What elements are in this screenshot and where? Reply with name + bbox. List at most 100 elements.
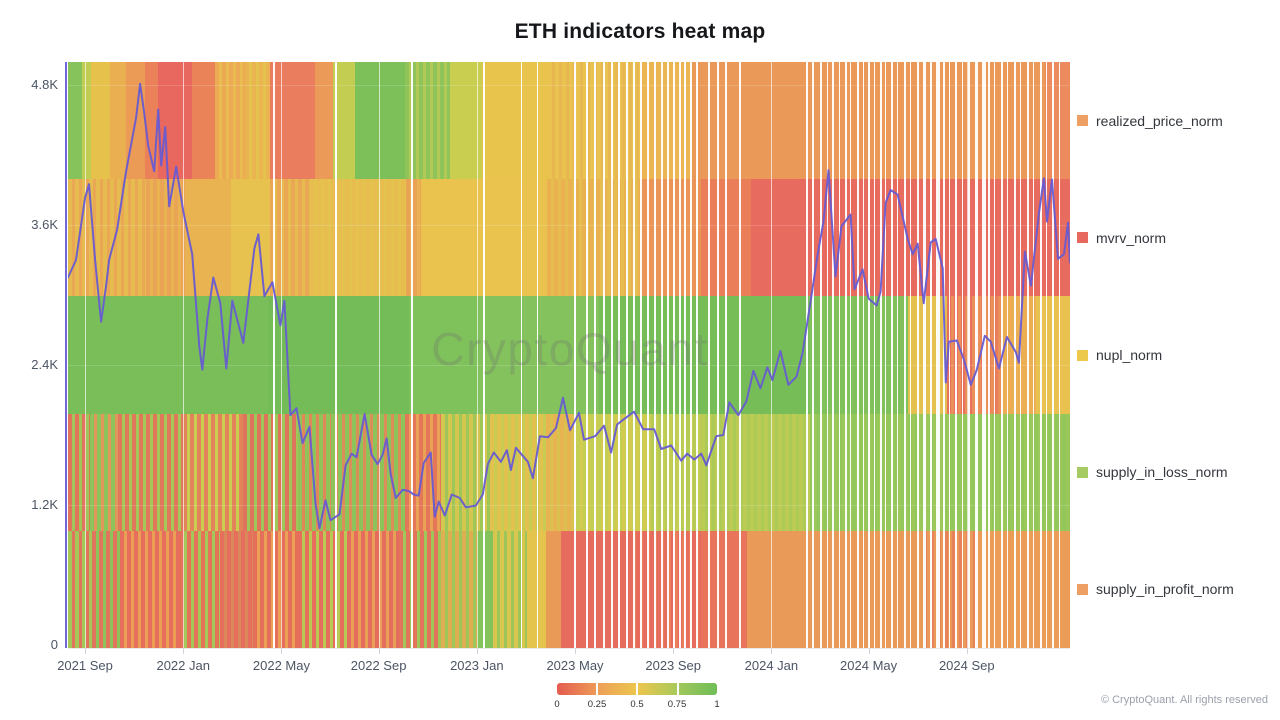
data-gap-line bbox=[1026, 62, 1029, 648]
legend-swatch-icon bbox=[1077, 349, 1088, 361]
heatmap-segment bbox=[690, 62, 1045, 180]
legend-item-realized_price_norm[interactable]: realized_price_norm bbox=[1077, 113, 1223, 129]
chart-title: ETH indicators heat map bbox=[514, 20, 766, 43]
heatmap-segment bbox=[270, 62, 316, 180]
heatmap-segment bbox=[82, 62, 92, 180]
horizontal-gridline bbox=[68, 225, 1070, 226]
heatmap-segment bbox=[481, 62, 548, 180]
heatmap-segment bbox=[253, 530, 299, 648]
heatmap-segment bbox=[120, 530, 181, 648]
colorbar-label: 0.25 bbox=[587, 699, 607, 710]
y-axis-label: 2.4K bbox=[31, 357, 58, 372]
heatmap-segment bbox=[449, 62, 482, 180]
colorbar-label: 1 bbox=[714, 699, 720, 710]
data-gap-line bbox=[640, 62, 642, 648]
heatmap-segment bbox=[68, 413, 91, 531]
data-gap-line bbox=[896, 62, 899, 648]
data-gap-line bbox=[1013, 62, 1016, 648]
vertical-gridline bbox=[281, 62, 283, 648]
eth-price-line bbox=[68, 82, 1070, 530]
colorbar-label: 0.5 bbox=[630, 699, 644, 710]
data-gap-line bbox=[954, 62, 957, 648]
data-gap-line bbox=[1039, 62, 1042, 648]
data-gap-line bbox=[867, 62, 870, 648]
colorbar-separator bbox=[595, 683, 598, 695]
data-gap-line bbox=[903, 62, 906, 648]
data-gap-line bbox=[410, 62, 413, 648]
legend-item-nupl_norm[interactable]: nupl_norm bbox=[1077, 347, 1162, 363]
data-gap-line bbox=[831, 62, 834, 648]
heatmap-segment bbox=[118, 413, 184, 531]
data-gap-line bbox=[974, 62, 978, 648]
data-gap-line bbox=[862, 62, 865, 648]
data-gap-line bbox=[586, 62, 588, 648]
heatmap-segment bbox=[701, 413, 811, 531]
heatmap-segment bbox=[245, 62, 271, 180]
y-axis-label: 3.6K bbox=[31, 217, 58, 232]
legend-label: realized_price_norm bbox=[1096, 112, 1223, 129]
colorbar-separator bbox=[636, 683, 638, 695]
heatmap-segment bbox=[478, 296, 600, 414]
vertical-gridline bbox=[966, 62, 968, 648]
vertical-gridline bbox=[183, 62, 185, 648]
heatmap-segment bbox=[919, 530, 975, 648]
legend-label: mvrv_norm bbox=[1096, 229, 1167, 246]
heatmap-segment bbox=[68, 530, 93, 648]
data-gap-line bbox=[667, 62, 669, 648]
data-gap-line bbox=[482, 62, 485, 648]
legend-item-mvrv_norm[interactable]: mvrv_norm bbox=[1077, 230, 1166, 246]
colorbar-label: 0.75 bbox=[667, 699, 687, 710]
heatmap-plot-area[interactable] bbox=[68, 62, 1070, 648]
data-gap-line bbox=[935, 62, 940, 648]
data-gap-line bbox=[654, 62, 656, 648]
heatmap-segment bbox=[1044, 62, 1070, 180]
heatmap-segment bbox=[91, 62, 111, 180]
x-axis-tickmark bbox=[966, 648, 968, 654]
data-gap-line bbox=[909, 62, 912, 648]
heatmap-segment bbox=[243, 413, 299, 531]
data-gap-line bbox=[879, 62, 882, 648]
x-axis-tickmark bbox=[771, 648, 773, 654]
colorbar-quarter bbox=[557, 683, 596, 695]
data-gap-line bbox=[633, 62, 636, 648]
y-axis-label: 4.8K bbox=[31, 77, 58, 92]
data-gap-line bbox=[981, 62, 986, 648]
data-gap-line bbox=[884, 62, 887, 648]
legend-item-supply_in_loss_norm[interactable]: supply_in_loss_norm bbox=[1077, 464, 1228, 480]
data-gap-line bbox=[520, 62, 523, 648]
data-gap-line bbox=[673, 62, 676, 648]
heatmap-segment bbox=[298, 413, 331, 531]
heatmap-segment bbox=[180, 530, 221, 648]
legend-label: nupl_norm bbox=[1096, 347, 1163, 363]
data-gap-line bbox=[856, 62, 859, 648]
y-axis-line bbox=[65, 62, 67, 648]
x-axis-label: 2024 May bbox=[840, 658, 898, 673]
data-gap-line bbox=[922, 62, 926, 648]
data-gap-line bbox=[679, 62, 681, 648]
data-gap-line bbox=[1045, 62, 1048, 648]
heatmap-segment bbox=[405, 179, 421, 297]
colorbar-label: 0 bbox=[554, 699, 560, 710]
colorbar-quarter bbox=[678, 683, 717, 695]
vertical-gridline bbox=[771, 62, 773, 648]
data-gap-line bbox=[708, 62, 711, 648]
data-gap-line bbox=[1019, 62, 1022, 648]
x-axis-label: 2022 Jan bbox=[156, 658, 210, 673]
data-gap-line bbox=[696, 62, 698, 648]
heatmap-segment bbox=[192, 62, 216, 180]
heatmap-band-nupl_norm bbox=[68, 296, 1070, 414]
heatmap-segment bbox=[310, 179, 406, 297]
heatmap-segment bbox=[215, 62, 246, 180]
x-axis-tickmark bbox=[85, 648, 87, 654]
data-gap-line bbox=[838, 62, 841, 648]
x-axis-tickmark bbox=[183, 648, 185, 654]
data-gap-line bbox=[739, 62, 742, 648]
data-gap-line bbox=[929, 62, 932, 648]
heatmap-segment bbox=[408, 296, 479, 414]
data-gap-line bbox=[603, 62, 605, 648]
heatmap-segment bbox=[346, 530, 399, 648]
legend-item-supply_in_profit_norm[interactable]: supply_in_profit_norm bbox=[1077, 581, 1234, 597]
data-gap-line bbox=[647, 62, 650, 648]
x-axis-label: 2023 Jan bbox=[450, 658, 504, 673]
